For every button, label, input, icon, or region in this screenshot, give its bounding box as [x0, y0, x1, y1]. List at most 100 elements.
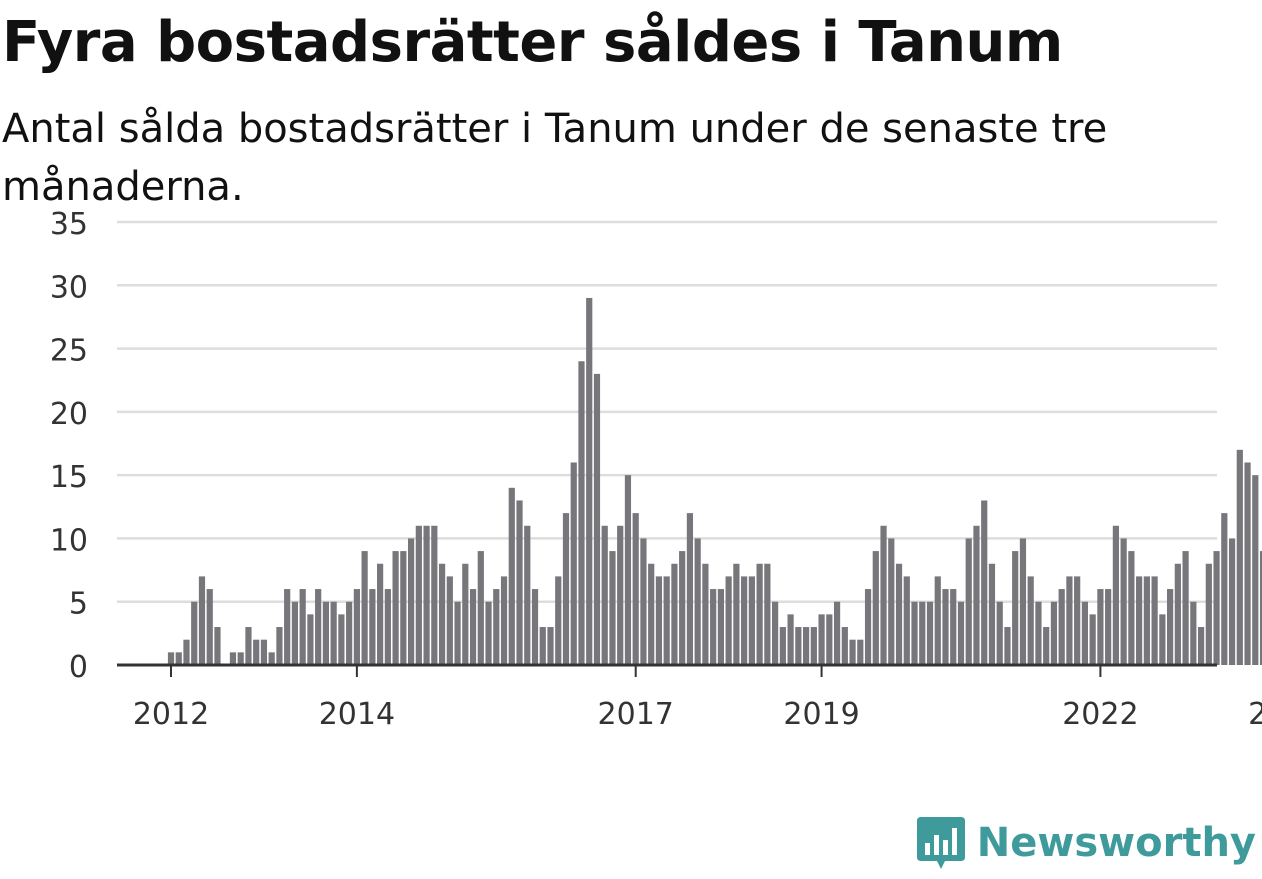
bar	[353, 589, 360, 665]
bar	[377, 563, 384, 665]
bar	[741, 576, 748, 665]
bar	[229, 652, 237, 665]
y-tick-label: 5	[69, 587, 88, 622]
bar	[857, 639, 864, 665]
bar	[756, 563, 763, 665]
bar	[446, 576, 453, 665]
bar	[1244, 462, 1251, 665]
bar	[880, 525, 887, 665]
bar	[1035, 601, 1042, 665]
bar	[694, 538, 701, 665]
bar	[268, 652, 275, 665]
bar	[214, 627, 221, 665]
bar	[1043, 627, 1050, 665]
bar	[555, 576, 562, 665]
bar	[392, 551, 399, 665]
bar	[895, 563, 903, 665]
bar	[454, 601, 461, 665]
bar	[191, 601, 198, 665]
bar	[1081, 601, 1089, 665]
gridlines	[117, 220, 1217, 603]
x-tick-label: 2019	[783, 697, 859, 732]
bar	[206, 589, 213, 665]
bar	[1004, 627, 1011, 665]
bar	[934, 576, 941, 665]
y-axis-ticks: 0 5 10 15 20 25 30 35	[50, 207, 88, 685]
bar	[772, 601, 779, 665]
bar	[330, 601, 337, 665]
bar	[322, 601, 329, 665]
newsworthy-logo: Newsworthy	[915, 813, 1256, 873]
bar	[787, 614, 794, 665]
bar	[508, 487, 515, 665]
bar	[810, 627, 817, 665]
bar	[926, 601, 934, 665]
bar	[1228, 538, 1236, 665]
bar	[562, 513, 570, 665]
bar	[198, 576, 206, 665]
bar	[524, 525, 531, 665]
bar	[299, 589, 306, 665]
bar	[833, 601, 841, 665]
bar	[1151, 576, 1158, 665]
bar	[260, 639, 268, 665]
bar	[624, 475, 632, 665]
bar	[601, 525, 608, 665]
bar	[795, 627, 802, 665]
bar	[578, 361, 585, 665]
bar	[957, 601, 965, 665]
bar	[369, 589, 376, 665]
bar	[307, 614, 314, 665]
bar	[1259, 551, 1262, 665]
bar	[849, 639, 856, 665]
bar	[531, 589, 539, 665]
bar	[338, 614, 345, 665]
bar	[346, 601, 353, 665]
bar	[648, 563, 655, 665]
bar	[237, 652, 244, 665]
bar	[438, 563, 446, 665]
bar	[903, 576, 910, 665]
bar	[764, 563, 771, 665]
bar	[640, 538, 647, 665]
bar	[1027, 576, 1034, 665]
bar	[950, 589, 957, 665]
bar	[981, 500, 988, 665]
y-tick-label: 25	[50, 334, 88, 369]
bar	[1066, 576, 1073, 665]
bar	[1213, 551, 1220, 665]
bar	[547, 627, 554, 665]
bar	[1074, 576, 1081, 665]
bar	[1143, 576, 1150, 665]
y-tick-label: 35	[50, 207, 88, 242]
bar	[671, 563, 678, 665]
bars	[167, 297, 1262, 665]
bar	[864, 589, 872, 665]
bar	[485, 601, 492, 665]
bar	[1050, 601, 1058, 665]
bar	[253, 639, 260, 665]
x-tick-label: 2017	[598, 697, 674, 732]
bar	[1097, 589, 1104, 665]
bar	[1089, 614, 1096, 665]
bar	[1128, 551, 1135, 665]
bar	[1112, 525, 1119, 665]
bar	[663, 576, 670, 665]
bar	[361, 551, 368, 665]
bar	[469, 589, 477, 665]
newsworthy-logo-icon	[916, 817, 965, 869]
bar	[1190, 601, 1197, 665]
bar	[415, 525, 422, 665]
bar	[818, 614, 825, 665]
bar	[493, 589, 500, 665]
y-tick-label: 15	[50, 460, 88, 495]
x-tick-label: 2012	[133, 697, 209, 732]
bar	[1221, 513, 1228, 665]
bar	[919, 601, 926, 665]
chart-subtitle: Antal sålda bostadsrätter i Tanum under …	[2, 106, 1108, 210]
bar	[617, 525, 624, 665]
bar	[679, 551, 686, 665]
x-tick-label: 2014	[319, 697, 395, 732]
bar	[431, 525, 438, 665]
